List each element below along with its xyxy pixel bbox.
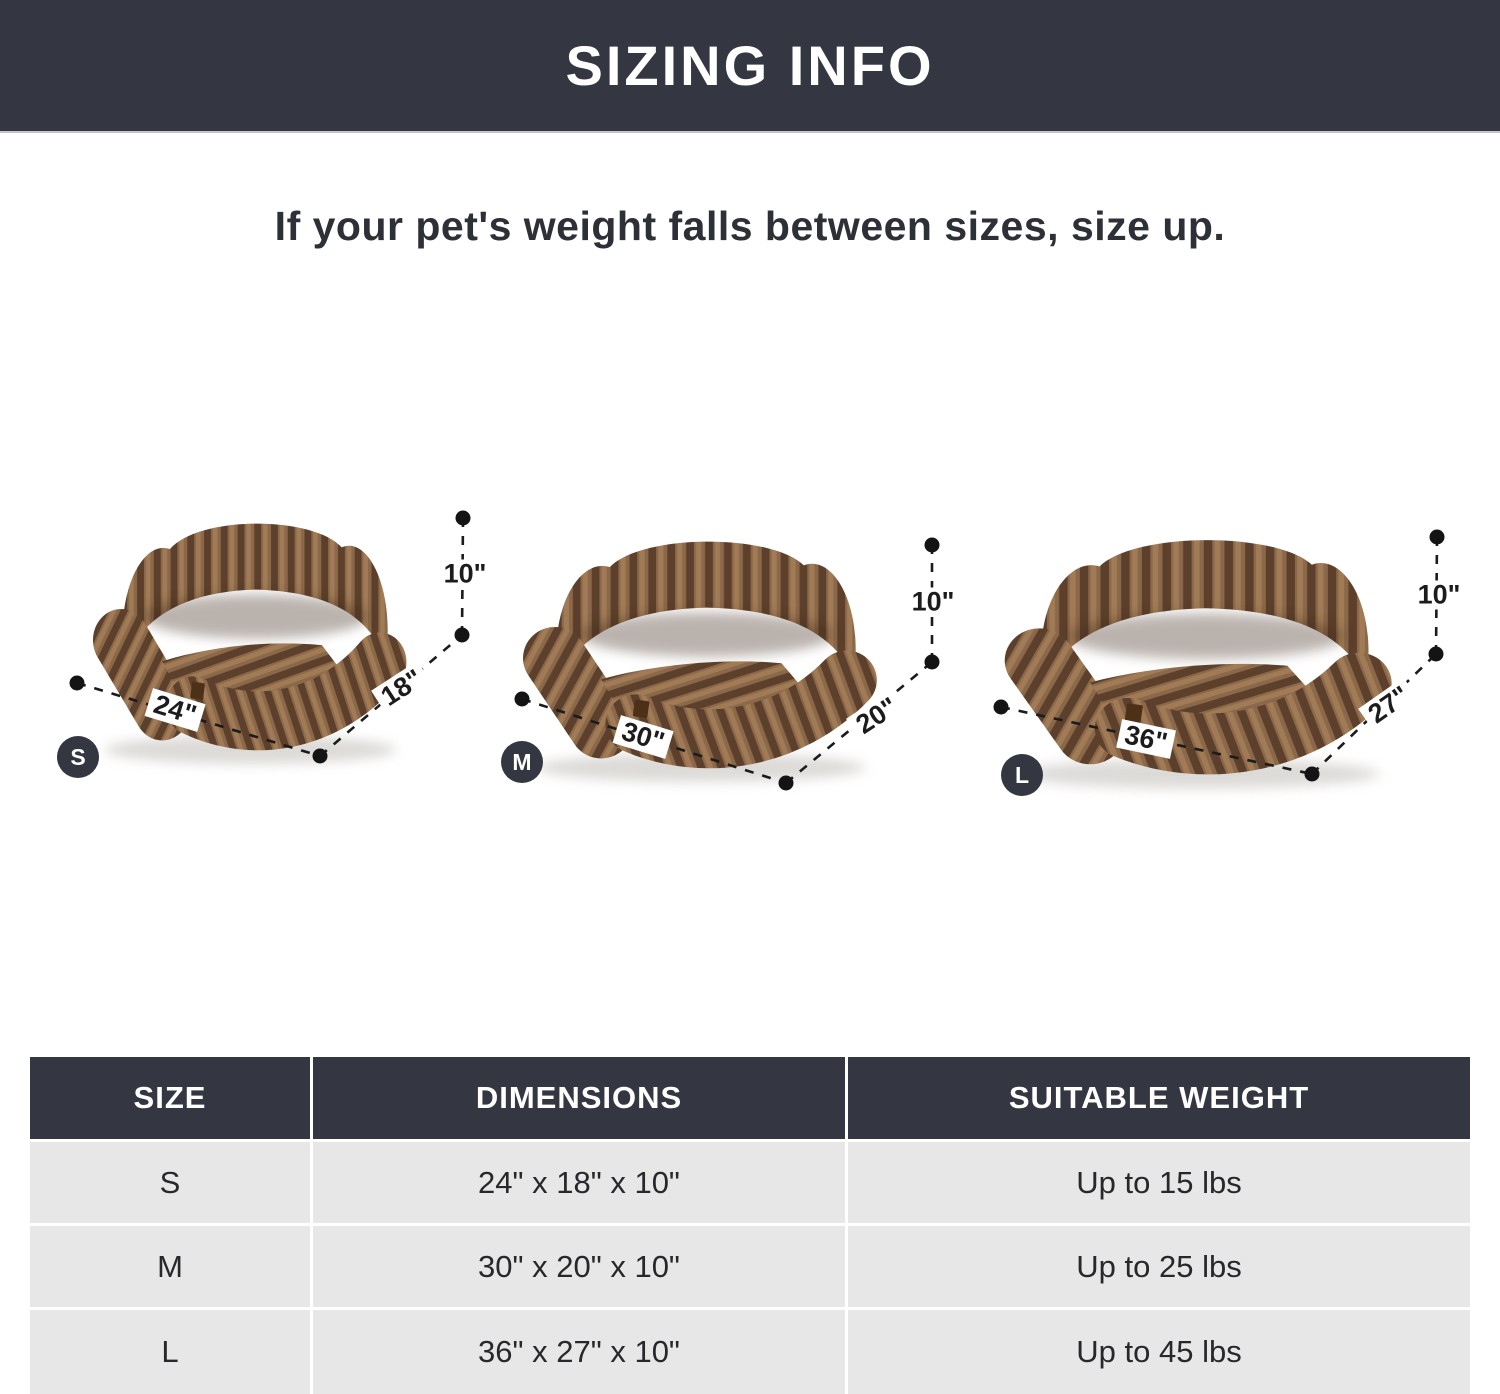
- dimension-lines-s: [69, 510, 471, 764]
- cell-size: L: [30, 1307, 313, 1394]
- dimension-lines-m: [514, 537, 940, 791]
- bed-figure-m: 30" 20" 10" M: [495, 470, 961, 815]
- header-dimensions: DIMENSIONS: [313, 1057, 848, 1139]
- cell-size: S: [30, 1139, 313, 1223]
- cell-size: M: [30, 1223, 313, 1307]
- header-suitable-weight: SUITABLE WEIGHT: [848, 1057, 1470, 1139]
- table-header-row: SIZE DIMENSIONS SUITABLE WEIGHT: [30, 1057, 1470, 1139]
- dim-label-height: 10": [1411, 580, 1467, 610]
- size-badge-s: S: [57, 736, 99, 778]
- table-row: L 36" x 27" x 10" Up to 45 lbs: [30, 1307, 1470, 1394]
- bed-figure-s: 24" 18" 10" S: [50, 470, 493, 810]
- cell-dimensions: 30" x 20" x 10": [313, 1223, 848, 1307]
- dim-label-height: 10": [437, 559, 493, 589]
- bed-figure-l: 36" 27" 10" L: [985, 470, 1475, 815]
- cell-weight: Up to 25 lbs: [848, 1223, 1470, 1307]
- header-size: SIZE: [30, 1057, 313, 1139]
- page-title: SIZING INFO: [565, 33, 935, 97]
- subtitle: If your pet's weight falls between sizes…: [274, 203, 1226, 249]
- table-row: M 30" x 20" x 10" Up to 25 lbs: [30, 1223, 1470, 1307]
- header-band: SIZING INFO: [0, 0, 1500, 133]
- cell-weight: Up to 45 lbs: [848, 1307, 1470, 1394]
- dimension-lines-l: [993, 529, 1445, 782]
- size-badge-m: M: [501, 741, 543, 783]
- sizing-table: SIZE DIMENSIONS SUITABLE WEIGHT S 24" x …: [30, 1057, 1470, 1394]
- table-row: S 24" x 18" x 10" Up to 15 lbs: [30, 1139, 1470, 1223]
- cell-dimensions: 36" x 27" x 10": [313, 1307, 848, 1394]
- cell-dimensions: 24" x 18" x 10": [313, 1139, 848, 1223]
- cell-weight: Up to 15 lbs: [848, 1139, 1470, 1223]
- size-badge-l: L: [1001, 754, 1043, 796]
- dim-label-height: 10": [905, 587, 961, 617]
